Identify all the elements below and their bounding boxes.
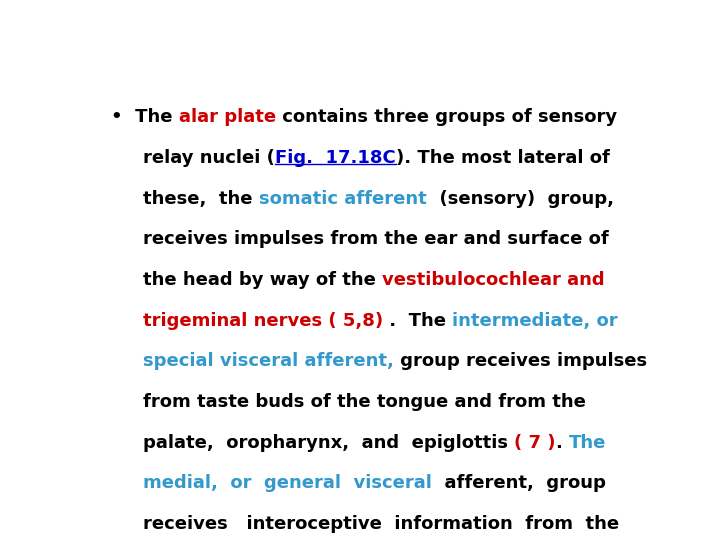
Text: group receives impulses: group receives impulses — [394, 352, 647, 370]
Text: .: . — [556, 434, 569, 451]
Text: medial,  or  general  visceral: medial, or general visceral — [143, 474, 432, 492]
Text: The: The — [569, 434, 606, 451]
Text: palate,  oropharynx,  and  epiglottis: palate, oropharynx, and epiglottis — [143, 434, 514, 451]
Text: (sensory)  group,: (sensory) group, — [426, 190, 613, 208]
Text: .  The: . The — [383, 312, 452, 329]
Text: special visceral afferent,: special visceral afferent, — [143, 352, 394, 370]
Text: relay nuclei (: relay nuclei ( — [143, 149, 275, 167]
Text: receives impulses from the ear and surface of: receives impulses from the ear and surfa… — [143, 231, 609, 248]
Text: receives   interoceptive  information  from  the: receives interoceptive information from … — [143, 515, 619, 533]
Text: •  The: • The — [111, 109, 179, 126]
Text: alar plate: alar plate — [179, 109, 276, 126]
Text: contains three groups of sensory: contains three groups of sensory — [276, 109, 617, 126]
Text: these,  the: these, the — [143, 190, 258, 208]
Text: somatic afferent: somatic afferent — [258, 190, 426, 208]
Text: from taste buds of the tongue and from the: from taste buds of the tongue and from t… — [143, 393, 586, 411]
Text: afferent,  group: afferent, group — [432, 474, 606, 492]
Text: trigeminal nerves ( 5,8): trigeminal nerves ( 5,8) — [143, 312, 383, 329]
Text: the head by way of the: the head by way of the — [143, 271, 382, 289]
Text: ( 7 ): ( 7 ) — [514, 434, 556, 451]
Text: vestibulocochlear and: vestibulocochlear and — [382, 271, 605, 289]
Text: Fig.  17.18C: Fig. 17.18C — [275, 149, 395, 167]
Text: intermediate, or: intermediate, or — [452, 312, 618, 329]
Text: ). The most lateral of: ). The most lateral of — [395, 149, 610, 167]
